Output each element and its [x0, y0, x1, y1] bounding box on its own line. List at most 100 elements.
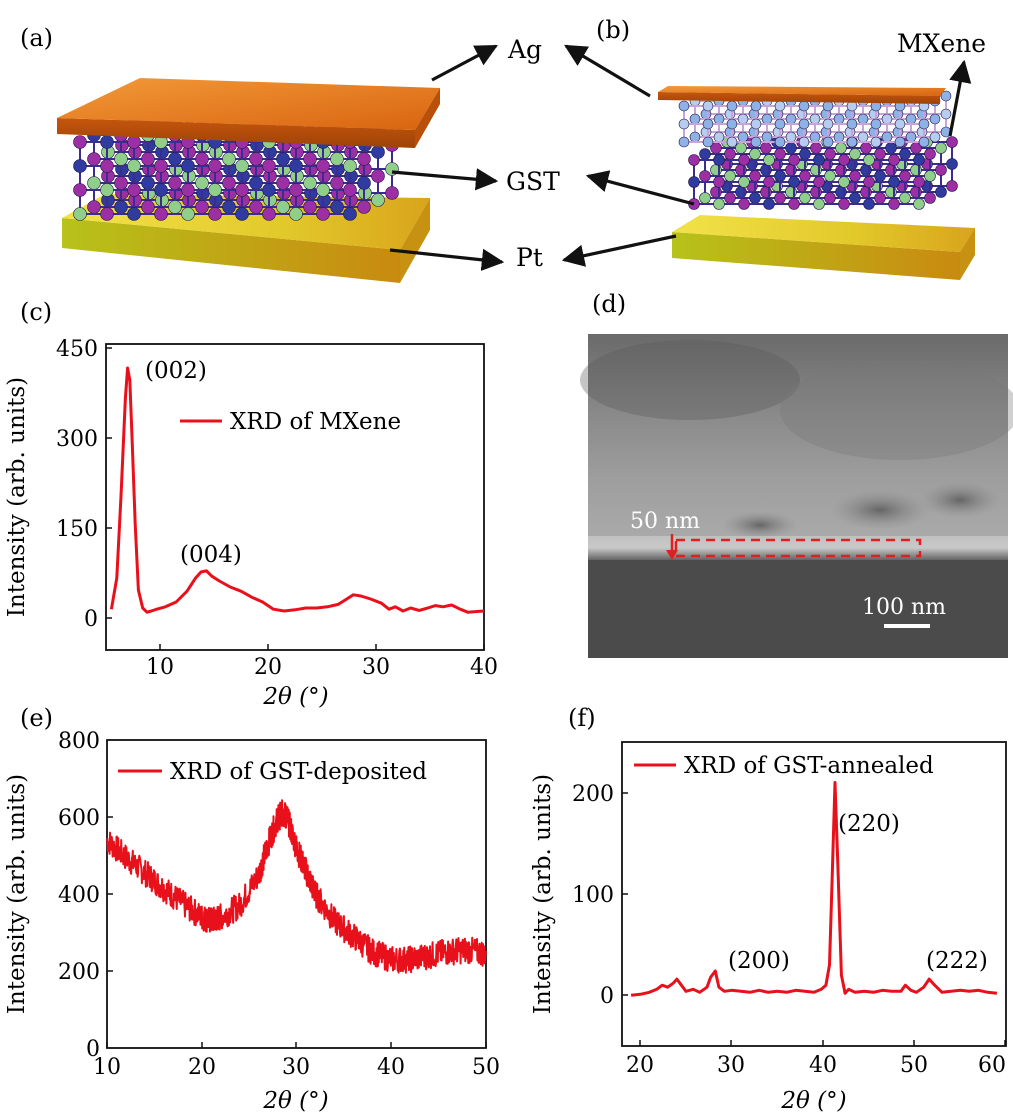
lattice-atom — [303, 176, 317, 190]
lattice-atom — [738, 154, 750, 166]
sem-dashed-box — [674, 538, 922, 558]
lattice-atom — [724, 170, 736, 182]
sem-thickness-label: 50 nm — [630, 509, 700, 534]
lattice-atom — [761, 113, 773, 125]
pt-bottom-electrode-b-side — [672, 232, 960, 280]
lattice-atom — [168, 200, 182, 214]
chart-e-ytick-label: 800 — [58, 729, 100, 754]
chart-f-series-line — [630, 781, 998, 997]
lattice-atom — [924, 148, 936, 160]
lattice-atom — [913, 154, 925, 166]
chart-f-xtick-label: 40 — [809, 1053, 837, 1078]
chart-f-xticks: 20 30 40 50 60 — [626, 1040, 1006, 1078]
lattice-atom — [874, 148, 886, 160]
lattice-atom — [688, 154, 700, 166]
lattice-atom — [713, 131, 725, 143]
lattice-atom — [235, 207, 249, 221]
chart-f-annotation: (200) — [728, 948, 790, 974]
lattice-atom — [798, 136, 810, 148]
lattice-atom — [774, 170, 786, 182]
lattice-atom — [874, 170, 886, 182]
lattice-atom — [822, 100, 834, 112]
lattice-atom — [881, 113, 893, 125]
lattice-atom — [788, 198, 800, 210]
chart-c-frame — [105, 343, 485, 651]
chart-e-ytick-label: 600 — [58, 806, 100, 831]
lattice-atom — [330, 176, 344, 190]
lattice-atom — [262, 159, 276, 173]
lattice-atom — [73, 159, 87, 173]
lattice-atom — [894, 118, 906, 130]
lattice-atom — [849, 148, 861, 160]
lattice-atom — [181, 183, 195, 197]
lattice-atom — [809, 113, 821, 125]
lattice-atom — [371, 193, 385, 207]
lattice-atom — [905, 113, 917, 125]
lattice-atom — [208, 159, 222, 173]
lattice-atom — [924, 170, 936, 182]
lattice-atom — [899, 192, 911, 204]
lattice-atom — [929, 131, 941, 143]
lattice-atom — [749, 148, 761, 160]
lattice-atom — [788, 176, 800, 188]
lattice-atom — [154, 207, 168, 221]
lattice-atom — [874, 192, 886, 204]
lattice-atom — [749, 192, 761, 204]
lattice-atom — [702, 136, 714, 148]
lattice-atom — [885, 142, 897, 154]
lattice-atom — [835, 142, 847, 154]
chart-f-xtick-label: 60 — [978, 1053, 1006, 1078]
chart-e-legend-label: XRD of GST-deposited — [170, 759, 427, 785]
pt-bottom-electrode-a-end — [400, 198, 430, 283]
lattice-atom — [357, 176, 371, 190]
chart-c-series-line — [109, 366, 485, 614]
lattice-atom — [222, 152, 236, 166]
chart-e-xlabel: 2θ (°) — [262, 1088, 328, 1114]
lattice-atom — [750, 136, 762, 148]
pt-bottom-electrode-b-end — [960, 228, 975, 280]
chart-c-annotation: (002) — [145, 358, 207, 384]
lattice-atom — [788, 154, 800, 166]
ag-top-electrode-a — [57, 78, 440, 130]
lattice-atom — [774, 136, 786, 148]
lattice-atom — [154, 159, 168, 173]
lattice-atom — [276, 152, 290, 166]
chart-c-yticks: 0 150 300 450 — [56, 337, 112, 632]
device-schematic-b — [658, 86, 975, 280]
lattice-atom — [899, 170, 911, 182]
lattice-atom — [699, 192, 711, 204]
sem-texture — [722, 511, 798, 539]
sem-texture — [780, 360, 1013, 460]
lattice-atom — [316, 207, 330, 221]
lattice-atom — [127, 159, 141, 173]
lattice-atom — [863, 198, 875, 210]
panel-label-a: (a) — [20, 24, 53, 52]
lattice-atom — [833, 113, 845, 125]
lattice-atom — [822, 136, 834, 148]
lattice-atom — [946, 136, 958, 148]
lattice-atom — [870, 136, 882, 148]
label-mxene: MXene — [897, 29, 986, 58]
lattice-atom — [946, 180, 958, 192]
lattice-atom — [761, 131, 773, 143]
lattice-atom — [738, 176, 750, 188]
chart-e: 10 20 30 40 50 0 200 400 600 800 2θ (°) … — [4, 729, 500, 1114]
lattice-atom — [888, 176, 900, 188]
lattice-atom — [888, 154, 900, 166]
chart-f-annotation: (222) — [926, 948, 988, 974]
lattice-atom — [289, 207, 303, 221]
lattice-atom — [935, 186, 947, 198]
lattice-atom — [371, 169, 385, 183]
lattice-atom — [849, 192, 861, 204]
chart-f-yticks: 0 100 200 — [572, 782, 628, 1009]
lattice-atom — [833, 131, 845, 143]
ag-top-electrode-a-end — [415, 88, 440, 148]
sem-substrate — [588, 560, 1008, 658]
lattice-atom — [208, 207, 222, 221]
arrow-mxene — [948, 59, 972, 137]
lattice-atom — [774, 100, 786, 112]
panel-label-e: (e) — [20, 704, 53, 732]
lattice-atom — [940, 90, 952, 102]
label-pt: Pt — [516, 243, 543, 272]
chart-e-xtick-label: 10 — [93, 1055, 121, 1080]
